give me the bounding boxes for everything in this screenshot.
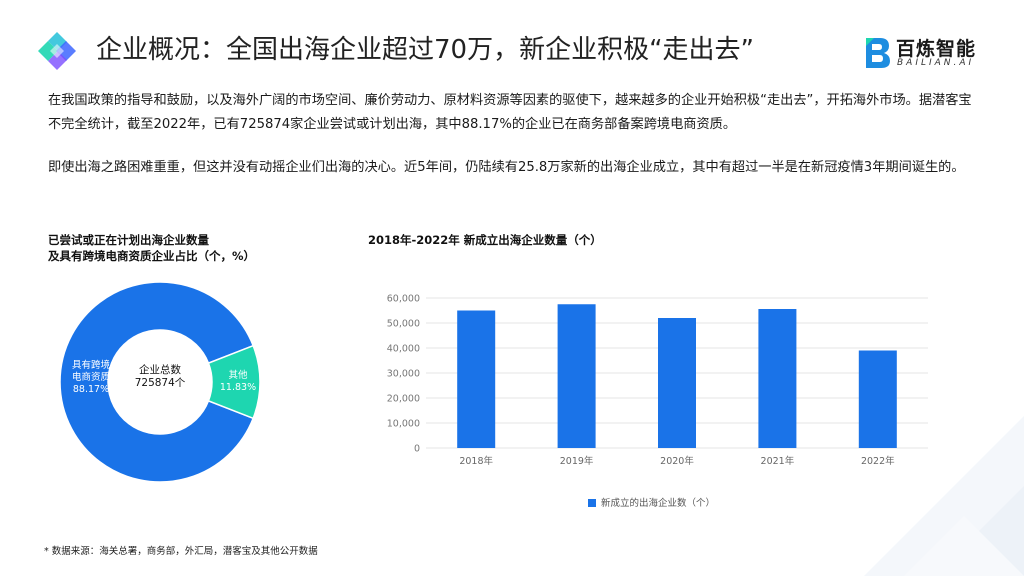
x-tick-label: 2020年: [660, 455, 694, 467]
x-tick-label: 2018年: [459, 455, 493, 467]
pie-title-line1: 已尝试或正在计划出海企业数量: [48, 233, 209, 247]
slice-label-pct: 88.17%: [72, 384, 110, 395]
donut-slice-1: [207, 344, 260, 420]
brand-mark-icon: [866, 38, 890, 68]
bar-chart: 0 10,000 20,000 30,000 40,000 50,000 60,000 201…: [387, 294, 928, 467]
slice-label-other: 其他 11.83%: [216, 370, 260, 394]
y-tick-label: 10,000: [387, 419, 420, 430]
y-tick-label: 60,000: [387, 294, 420, 305]
y-tick-label: 20,000: [387, 394, 420, 405]
paragraph-growth: 即使出海之路困难重重，但这并没有动摇企业们出海的决心。近5年间，仍陆续有25.8…: [48, 160, 965, 175]
slice-label-pct: 11.83%: [219, 382, 257, 393]
paragraph-intro: 在我国政策的指导和鼓励，以及海外广阔的市场空间、廉价劳动力、原材料资源等因素的驱…: [48, 93, 972, 132]
page-title: 企业概况：全国出海企业超过70万，新企业积极“走出去”: [96, 35, 755, 65]
bar-chart-title: 2018年-2022年 新成立出海企业数量（个）: [368, 233, 602, 247]
bar-3: [758, 309, 797, 448]
bar-4: [858, 350, 897, 448]
legend-label: 新成立的出海企业数（个）: [601, 498, 716, 509]
y-tick-label: 0: [414, 444, 420, 455]
section-logo-icon: [38, 32, 76, 70]
slice-label-line2: 电商资质: [71, 372, 110, 383]
donut-slice-0: [60, 282, 255, 482]
bar-1: [557, 304, 596, 448]
brand-logo: 百炼智能 BAILIAN.AI: [862, 36, 1002, 70]
legend-swatch: [588, 499, 596, 507]
donut-chart: [60, 282, 260, 482]
slice-label-line1: 具有跨境: [71, 360, 110, 371]
bar-2: [658, 318, 696, 448]
donut-center-title: 企业总数: [139, 364, 181, 376]
bar-legend: 新成立的出海企业数（个）: [588, 495, 715, 509]
x-tick-label: 2022年: [861, 455, 895, 467]
bar-0: [457, 310, 496, 448]
x-tick-label: 2021年: [761, 455, 795, 467]
pie-title-line2: 及具有跨境电商资质企业占比（个，%）: [48, 249, 256, 263]
footnote-source: * 数据来源：海关总署，商务部，外汇局，潜客宝及其他公开数据: [44, 546, 318, 557]
y-tick-label: 50,000: [387, 319, 420, 330]
background-decoration: [864, 416, 1024, 576]
brand-subtitle: BAILIAN.AI: [897, 58, 975, 68]
brand-name: 百炼智能: [896, 38, 977, 60]
y-tick-label: 30,000: [387, 369, 420, 380]
slice-label-cross-border: 具有跨境 电商资质 88.17%: [64, 360, 118, 396]
donut-center-value: 725874个: [134, 377, 186, 389]
y-tick-label: 40,000: [387, 344, 420, 355]
donut-center-label: 企业总数 725874个: [60, 364, 260, 390]
x-tick-label: 2019年: [560, 455, 594, 467]
slice-label-line1: 其他: [228, 370, 248, 381]
pie-chart-title: 已尝试或正在计划出海企业数量 及具有跨境电商资质企业占比（个，%）: [48, 232, 255, 264]
